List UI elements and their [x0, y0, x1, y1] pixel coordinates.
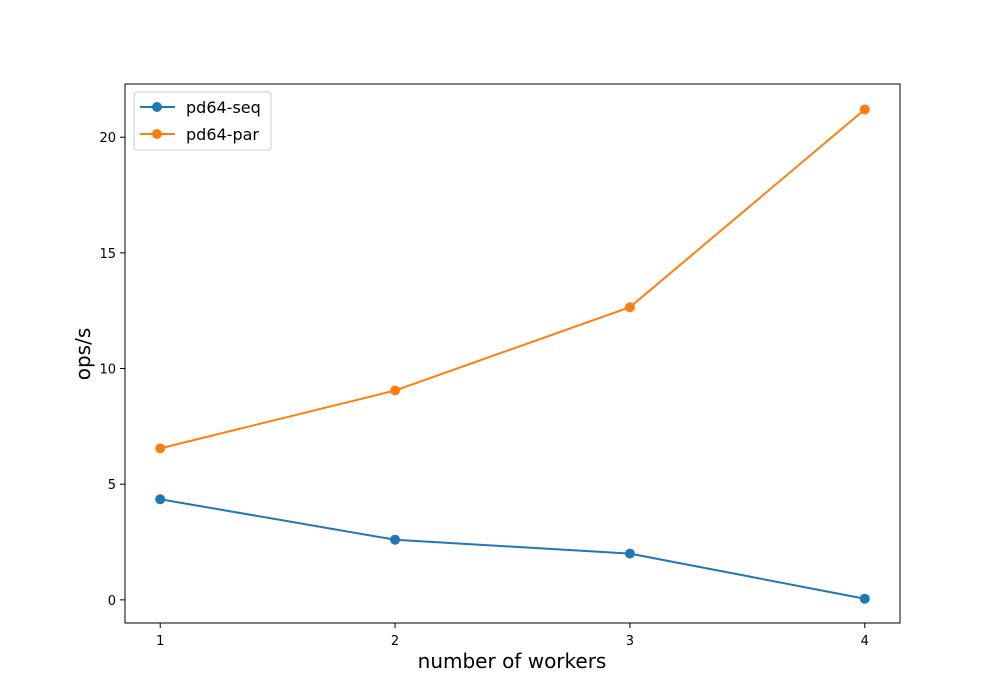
data-point-pd64-par-2: [390, 385, 401, 396]
y-tick-label-15: 15: [99, 247, 116, 262]
x-tick-label-1: 1: [156, 634, 164, 649]
x-tick-label-3: 3: [626, 634, 634, 649]
data-point-pd64-par-1: [155, 443, 166, 454]
data-point-pd64-par-3: [624, 302, 635, 313]
axis-ticks: 1 2 3 4 0 5 10 15 20: [99, 131, 868, 649]
x-axis-label: number of workers: [418, 649, 607, 673]
y-tick-label-10: 10: [99, 363, 116, 378]
legend-label-1: pd64-par: [186, 125, 259, 144]
y-tick-label-5: 5: [108, 478, 116, 493]
plot-frame: [124, 83, 901, 624]
series-line-pd64-seq: [160, 498, 865, 600]
legend: pd64-seq pd64-par: [133, 91, 272, 151]
y-tick-label-20: 20: [99, 131, 116, 146]
y-tick-label-0: 0: [108, 594, 116, 609]
legend-label-0: pd64-seq: [186, 98, 261, 117]
x-tick-label-4: 4: [861, 634, 869, 649]
data-point-pd64-seq-3: [624, 548, 635, 559]
data-point-pd64-par-4: [859, 104, 870, 115]
data-point-pd64-seq-2: [390, 534, 401, 545]
x-tick-label-2: 2: [391, 634, 399, 649]
legend-swatch-marker-0: [152, 102, 162, 112]
series-line-pd64-par: [159, 108, 866, 450]
plot-area: [155, 104, 870, 604]
y-axis-label: ops/s: [71, 328, 95, 381]
data-point-pd64-seq-1: [155, 494, 166, 505]
legend-swatch-marker-1: [152, 129, 162, 139]
data-point-pd64-seq-4: [859, 593, 870, 604]
